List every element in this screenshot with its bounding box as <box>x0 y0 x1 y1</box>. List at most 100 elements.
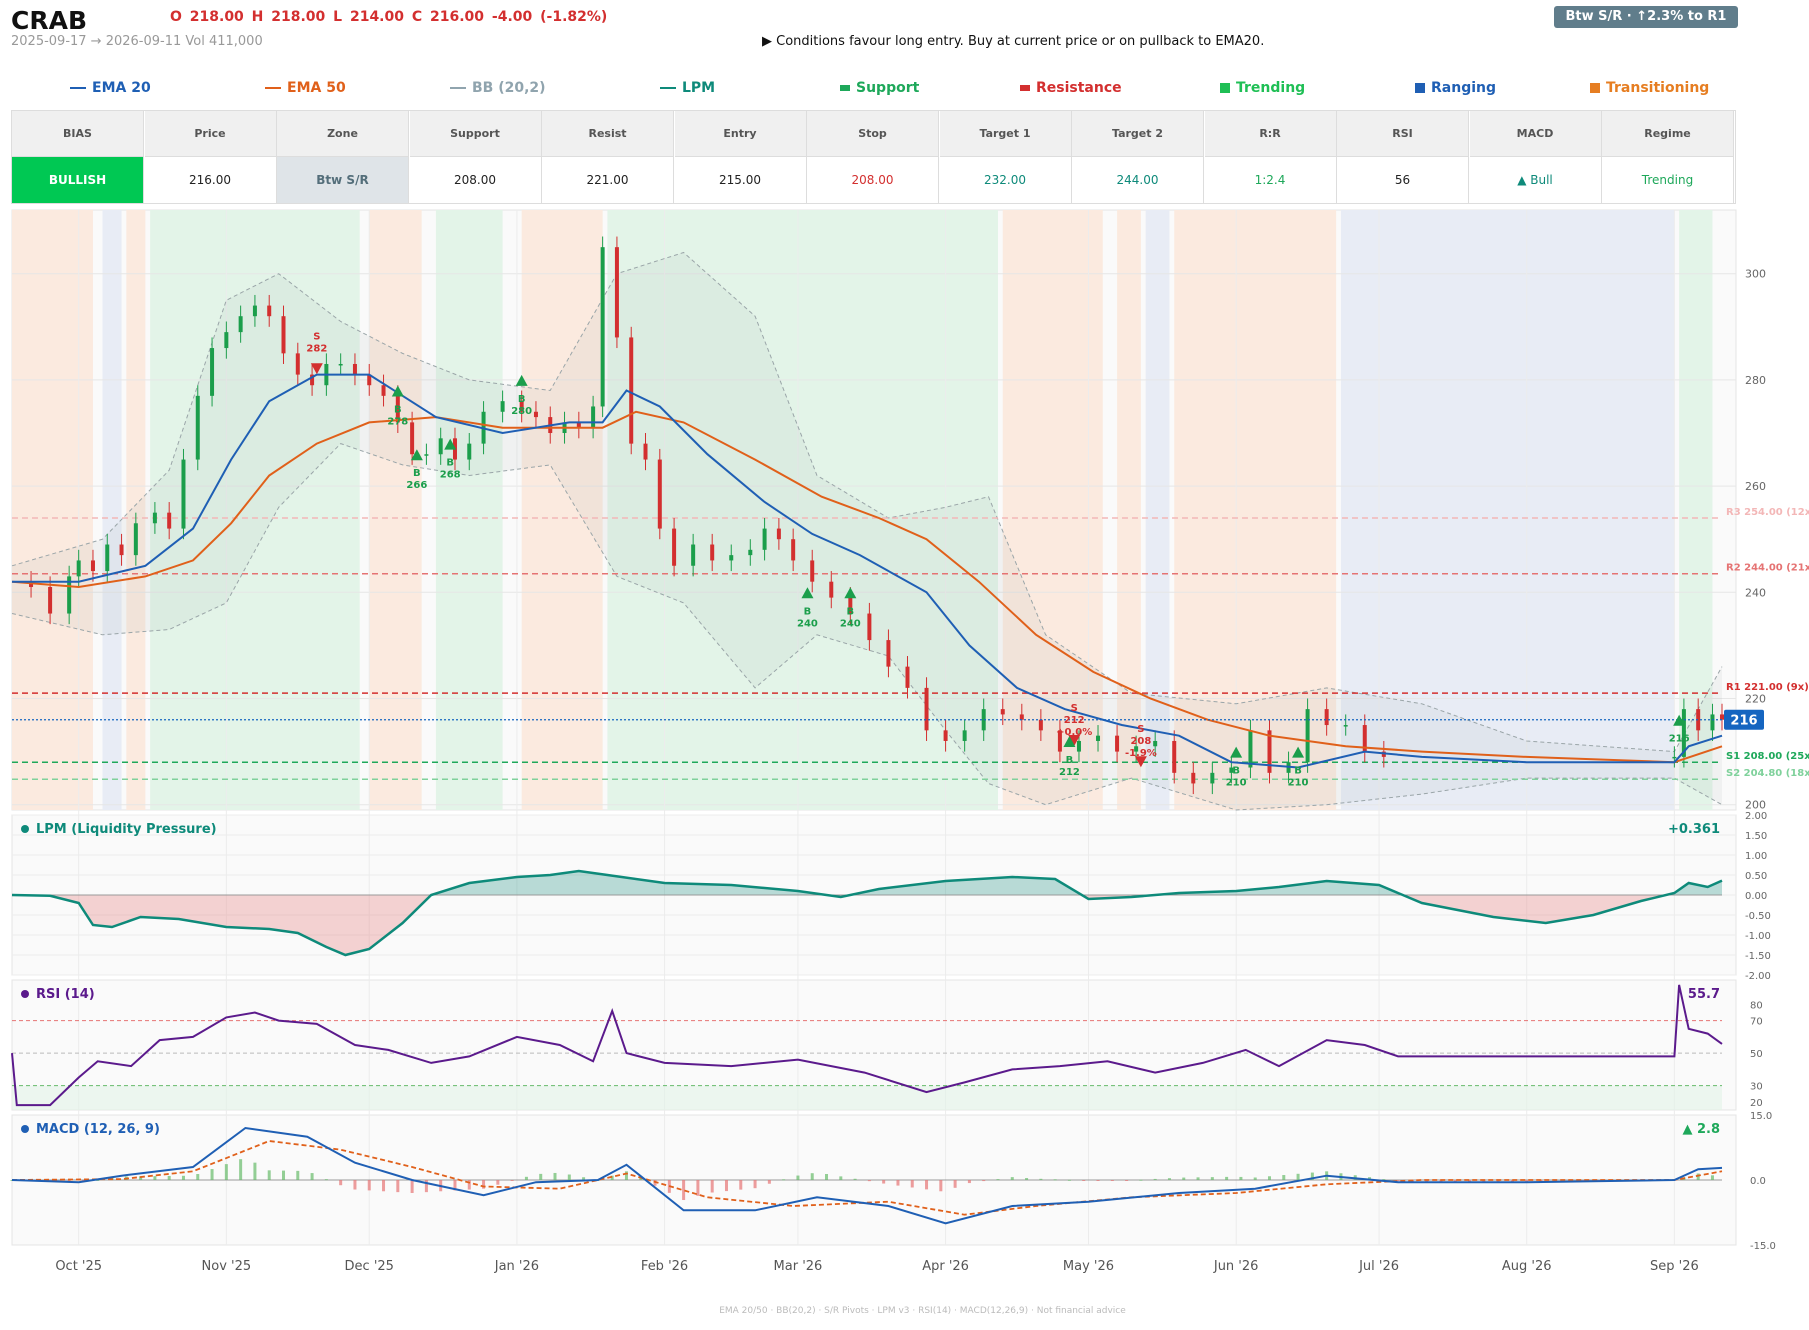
table-header-macd: MACD <box>1469 111 1602 157</box>
signal-label-line: B <box>413 468 421 479</box>
regime-band-ranging <box>1145 210 1170 810</box>
macd-histogram-bar <box>1039 1178 1043 1180</box>
macd-histogram-bar <box>1496 1180 1500 1183</box>
buy-signal-marker <box>444 438 457 450</box>
last-price-value: 216 <box>1730 714 1757 729</box>
price-chart-svg: 200 220 240 260 280 300 R3 254.00 (12x) R2 244.… <box>10 209 1809 1274</box>
macd-histogram-bar <box>1510 1180 1514 1183</box>
regime-band-transition <box>521 210 603 810</box>
legend-label: EMA 20 <box>92 80 151 96</box>
candle-body <box>1076 740 1081 752</box>
signal-label: B 212 <box>1059 755 1080 778</box>
lpm-title: LPM (Liquidity Pressure) <box>36 822 217 837</box>
signal-label-line: 280 <box>511 406 532 417</box>
regime-band-trending <box>607 210 998 810</box>
rsi-title-dot <box>21 990 29 998</box>
macd-tick-label: 15.0 <box>1750 1111 1772 1122</box>
signal-label-line: B <box>1294 766 1302 777</box>
macd-histogram-bar <box>624 1171 628 1180</box>
signal-label-line: B <box>804 606 812 617</box>
candle-body <box>467 443 472 460</box>
lpm-tick-label: -1.00 <box>1745 931 1771 942</box>
macd-histogram-bar <box>1710 1175 1714 1180</box>
rsi-title: RSI (14) <box>36 987 95 1002</box>
table-header-regime: Regime <box>1602 111 1734 157</box>
legend-swatch <box>1020 85 1030 91</box>
table-header-entry: Entry <box>674 111 807 157</box>
macd-histogram-bar <box>1167 1178 1171 1180</box>
candle-body <box>1305 709 1310 763</box>
macd-histogram-bar <box>1539 1180 1543 1182</box>
candle-body <box>133 523 138 556</box>
price-tick-label: 200 <box>1745 799 1766 812</box>
signal-label: B 278 <box>387 405 408 428</box>
macd-histogram-bar <box>1296 1173 1300 1180</box>
legend-label: Trending <box>1236 80 1306 96</box>
x-axis-label: Oct '25 <box>55 1259 102 1274</box>
legend-swatch <box>265 87 281 89</box>
candle-body <box>657 459 662 529</box>
macd-histogram-bar <box>810 1173 814 1180</box>
lpm-tick-label: 2.00 <box>1745 811 1767 822</box>
macd-histogram-bar <box>453 1180 457 1191</box>
macd-histogram-bar <box>882 1180 886 1184</box>
macd-histogram-bar <box>1310 1172 1314 1180</box>
macd-tick-label: 0.0 <box>1750 1176 1766 1187</box>
buy-signal-marker <box>1292 746 1305 758</box>
table-header-target-1: Target 1 <box>939 111 1072 157</box>
legend-swatch <box>1220 83 1230 93</box>
signal-label-line: B <box>446 458 454 469</box>
candle-body <box>1096 735 1101 741</box>
signal-label-line: 210 <box>1226 778 1247 789</box>
regime-band-ranging <box>102 210 122 810</box>
candle-body <box>829 581 834 598</box>
table-value-rsi: 56 <box>1337 157 1469 203</box>
signal-label-line: 278 <box>387 417 408 428</box>
sell-signal-marker <box>1134 756 1147 768</box>
macd-histogram-bar <box>967 1180 971 1184</box>
table-value-stop: 208.00 <box>807 157 939 203</box>
candle-body <box>352 363 357 375</box>
lpm-last-value: +0.361 <box>1668 822 1720 837</box>
macd-tick-label: -15.0 <box>1750 1241 1776 1252</box>
candle-body <box>310 374 315 386</box>
candle-body <box>962 730 967 741</box>
macd-histogram-bar <box>1110 1180 1114 1181</box>
buy-signal-marker <box>801 587 814 599</box>
macd-histogram-bar <box>1153 1178 1157 1180</box>
candle-body <box>395 395 400 423</box>
candle-body <box>195 395 200 460</box>
price-tick-label: 260 <box>1745 480 1766 493</box>
table-value-target-2: 244.00 <box>1072 157 1204 203</box>
macd-histogram-bar <box>1282 1175 1286 1180</box>
rsi-oversold-band <box>12 1085 1722 1110</box>
lpm-title-dot <box>21 825 29 833</box>
signal-label: S 212 +0.0% <box>1056 703 1092 738</box>
signal-label: B 240 <box>840 606 861 629</box>
candle-body <box>1681 709 1686 757</box>
lpm-line <box>11 869 1723 957</box>
legend-label: Transitioning <box>1606 80 1710 96</box>
macd-histogram-bar <box>982 1180 986 1182</box>
macd-histogram-bar <box>382 1180 386 1192</box>
legend-label: EMA 50 <box>287 80 346 96</box>
candle-body <box>48 586 53 614</box>
price-tick-label: 220 <box>1745 692 1766 705</box>
macd-last-value: ▲ 2.8 <box>1682 1122 1720 1137</box>
legend-swatch <box>450 87 466 89</box>
regime-band-transition <box>1117 210 1141 810</box>
sr-level-label: R1 221.00 (9x) <box>1726 682 1809 693</box>
sr-level-label: R2 244.00 (21x) <box>1726 563 1809 574</box>
candle-body <box>1210 772 1215 784</box>
price-tick-label: 240 <box>1745 586 1766 599</box>
lpm-negative-area <box>12 895 1722 955</box>
macd-histogram-bar <box>639 1178 643 1180</box>
regime-band-transition <box>369 210 422 810</box>
legend-lpm: LPM <box>660 80 715 96</box>
legend-swatch <box>1590 83 1600 93</box>
macd-histogram-bar <box>296 1170 300 1180</box>
macd-histogram-bar <box>782 1179 786 1181</box>
x-axis-label: Jun '26 <box>1213 1259 1259 1274</box>
rsi-tick-label: 20 <box>1750 1098 1763 1109</box>
macd-histogram-bar <box>224 1164 228 1180</box>
